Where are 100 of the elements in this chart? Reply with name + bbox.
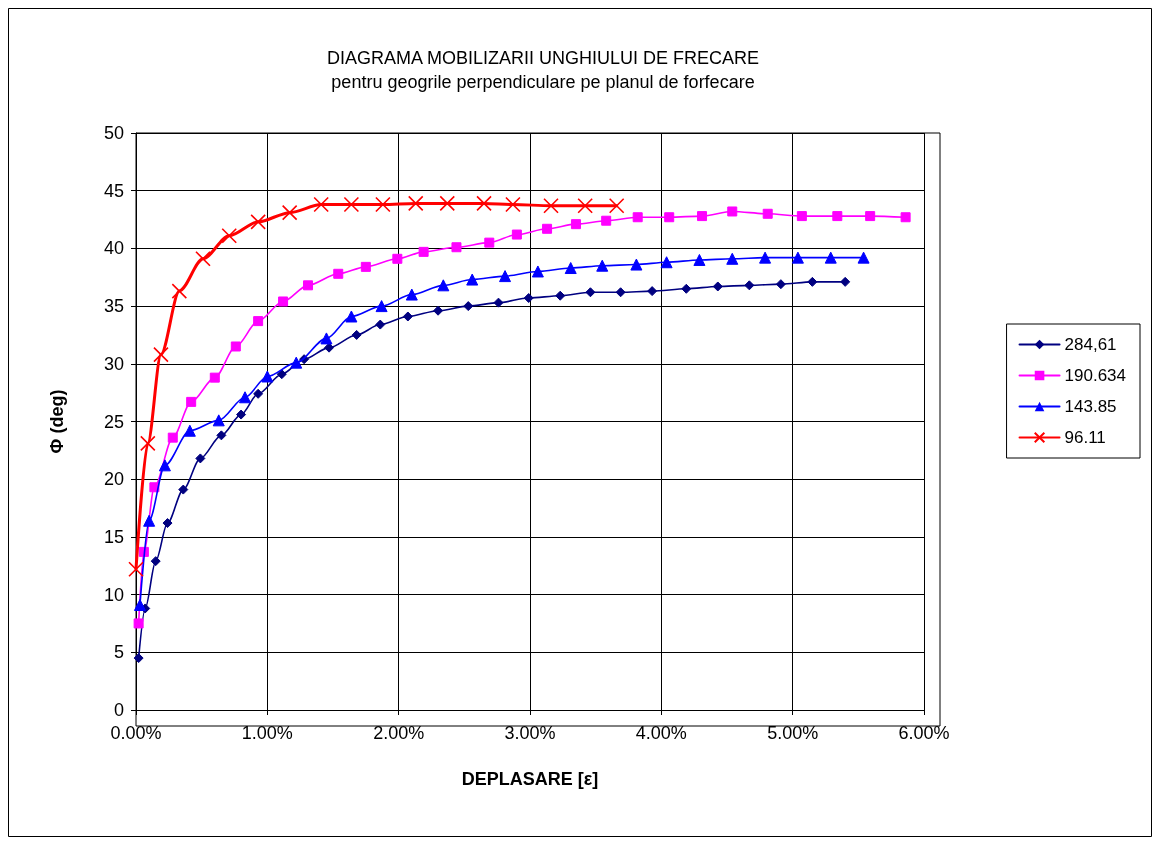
point <box>570 219 581 230</box>
point <box>840 276 851 287</box>
point <box>290 356 303 369</box>
y-tick-label: 50 <box>103 123 124 143</box>
point <box>303 280 314 291</box>
point <box>726 252 739 265</box>
point <box>511 229 522 240</box>
point <box>345 310 358 323</box>
point <box>375 319 386 330</box>
y-tick-label: 25 <box>103 411 124 432</box>
point <box>333 268 344 279</box>
point <box>140 435 156 452</box>
x-tick-label: 0.00% <box>110 723 162 743</box>
point <box>681 283 692 294</box>
point <box>239 391 252 404</box>
point <box>276 369 287 380</box>
point <box>660 256 673 269</box>
point <box>499 270 512 283</box>
chart-subtitle: pentru geogrile perpendiculare pe planul de forfecare <box>331 72 755 92</box>
point <box>212 414 225 427</box>
point <box>542 223 553 234</box>
point <box>807 276 818 287</box>
point <box>585 287 596 298</box>
point <box>209 372 220 383</box>
point <box>153 346 169 363</box>
point <box>360 261 371 272</box>
point <box>791 251 804 264</box>
point <box>712 281 723 292</box>
point <box>463 301 474 312</box>
point <box>564 262 577 275</box>
point <box>632 212 643 223</box>
point <box>775 279 786 290</box>
point <box>402 311 413 322</box>
y-tick-label: 0 <box>113 700 124 720</box>
point <box>313 196 329 213</box>
point <box>195 453 206 464</box>
point <box>693 253 706 266</box>
point <box>762 208 773 219</box>
point <box>744 280 755 291</box>
point <box>133 598 146 611</box>
point <box>230 341 241 352</box>
point <box>128 561 144 578</box>
point <box>250 214 266 230</box>
point <box>437 279 450 292</box>
point <box>133 653 144 664</box>
point <box>596 259 609 272</box>
x-tick-label: 1.00% <box>241 723 293 743</box>
legend-label: 143.85 <box>1064 397 1117 416</box>
point <box>375 300 388 313</box>
point <box>647 286 658 297</box>
point <box>865 211 876 222</box>
point <box>664 212 675 223</box>
point <box>343 196 360 213</box>
point <box>143 514 156 527</box>
point <box>253 388 264 399</box>
y-tick-label: 35 <box>103 296 124 317</box>
point <box>531 265 544 278</box>
point <box>281 204 298 221</box>
y-tick-label: 30 <box>103 353 124 374</box>
x-tick-label: 2.00% <box>373 723 425 743</box>
point <box>278 296 289 307</box>
point <box>186 396 197 407</box>
point <box>439 195 456 212</box>
point <box>796 211 807 222</box>
point <box>221 227 238 244</box>
point <box>900 212 911 223</box>
legend-label: 96.11 <box>1064 428 1106 447</box>
point <box>451 242 462 253</box>
point <box>543 197 559 214</box>
point <box>407 195 424 212</box>
legend-label: 190.634 <box>1064 366 1126 385</box>
point <box>493 297 504 308</box>
y-tick-label: 45 <box>103 180 124 201</box>
point <box>351 329 362 340</box>
y-tick-label: 40 <box>103 238 124 259</box>
point <box>167 432 178 443</box>
point <box>375 196 391 213</box>
y-axis-title: Φ (deg) <box>47 389 67 454</box>
point <box>171 283 188 299</box>
point <box>697 211 708 222</box>
point <box>857 251 870 264</box>
point <box>162 518 173 529</box>
point <box>523 293 534 304</box>
point <box>824 251 837 264</box>
point <box>476 195 492 212</box>
y-tick-label: 15 <box>103 526 124 547</box>
point <box>484 237 495 248</box>
point <box>832 211 843 222</box>
point <box>759 251 772 264</box>
point <box>392 253 403 264</box>
point <box>195 250 211 267</box>
point <box>418 246 429 257</box>
point <box>133 618 144 629</box>
y-tick-label: 10 <box>103 584 124 605</box>
point <box>466 273 479 286</box>
point <box>236 409 247 420</box>
point <box>727 206 738 217</box>
legend-label: 284,61 <box>1064 335 1117 354</box>
point <box>630 258 643 271</box>
point <box>405 288 418 301</box>
